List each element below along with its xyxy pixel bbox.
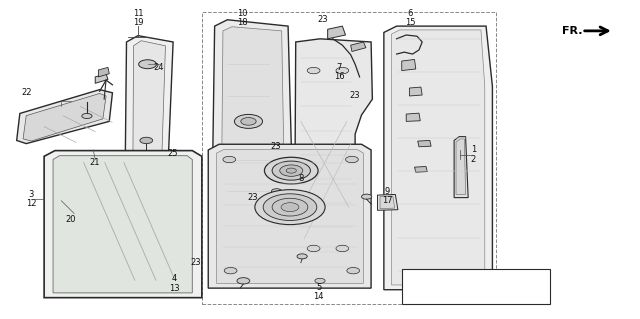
Text: 15: 15 bbox=[404, 19, 415, 27]
Polygon shape bbox=[294, 39, 372, 268]
Polygon shape bbox=[133, 41, 166, 163]
Text: 24: 24 bbox=[154, 63, 164, 72]
Circle shape bbox=[336, 245, 349, 252]
Text: 22: 22 bbox=[21, 88, 31, 97]
Text: 23: 23 bbox=[190, 258, 201, 267]
Polygon shape bbox=[125, 36, 173, 166]
Circle shape bbox=[281, 203, 299, 211]
Bar bbox=[202, 12, 495, 304]
Circle shape bbox=[307, 67, 320, 74]
Text: 7: 7 bbox=[337, 63, 342, 72]
Circle shape bbox=[280, 165, 303, 176]
Text: 13: 13 bbox=[169, 284, 180, 293]
Polygon shape bbox=[410, 87, 422, 96]
Polygon shape bbox=[17, 90, 113, 144]
Text: 5: 5 bbox=[316, 283, 321, 292]
Polygon shape bbox=[44, 151, 202, 298]
Text: 14: 14 bbox=[314, 292, 324, 301]
Bar bbox=[402, 269, 550, 304]
Circle shape bbox=[307, 245, 320, 252]
Text: 25: 25 bbox=[168, 149, 179, 158]
Circle shape bbox=[82, 114, 92, 119]
Text: 17: 17 bbox=[381, 196, 392, 205]
Text: 23: 23 bbox=[248, 193, 259, 202]
Text: FR.: FR. bbox=[562, 26, 582, 36]
Text: 11: 11 bbox=[132, 9, 143, 18]
Text: 12: 12 bbox=[26, 199, 36, 208]
Polygon shape bbox=[378, 195, 398, 210]
Polygon shape bbox=[402, 59, 416, 70]
Polygon shape bbox=[351, 42, 366, 51]
Polygon shape bbox=[406, 113, 420, 122]
Circle shape bbox=[263, 194, 317, 220]
Circle shape bbox=[139, 60, 157, 69]
Text: 2: 2 bbox=[470, 155, 476, 164]
Circle shape bbox=[346, 156, 358, 163]
Polygon shape bbox=[394, 45, 404, 51]
Text: 23: 23 bbox=[350, 92, 360, 100]
Polygon shape bbox=[454, 137, 468, 197]
Circle shape bbox=[223, 156, 236, 163]
Text: 9: 9 bbox=[385, 187, 390, 196]
Polygon shape bbox=[384, 26, 492, 290]
Text: 20: 20 bbox=[66, 215, 76, 224]
Text: 18: 18 bbox=[237, 19, 248, 27]
Circle shape bbox=[234, 115, 262, 128]
Polygon shape bbox=[99, 67, 109, 77]
Circle shape bbox=[347, 268, 360, 274]
Text: 3: 3 bbox=[29, 190, 34, 199]
Polygon shape bbox=[418, 140, 431, 147]
Text: 4: 4 bbox=[172, 274, 177, 283]
Text: 23: 23 bbox=[318, 15, 328, 24]
Polygon shape bbox=[328, 26, 346, 39]
Polygon shape bbox=[53, 156, 192, 293]
Circle shape bbox=[264, 157, 318, 184]
Circle shape bbox=[255, 190, 325, 225]
Circle shape bbox=[362, 194, 372, 199]
Text: 1: 1 bbox=[470, 145, 476, 154]
Polygon shape bbox=[393, 32, 403, 39]
Text: 19: 19 bbox=[132, 19, 143, 27]
Polygon shape bbox=[392, 30, 484, 285]
Text: 10: 10 bbox=[237, 9, 247, 18]
Text: 16: 16 bbox=[334, 72, 344, 81]
Circle shape bbox=[272, 198, 308, 216]
Circle shape bbox=[297, 254, 307, 259]
Polygon shape bbox=[221, 27, 284, 242]
Polygon shape bbox=[23, 93, 106, 141]
Polygon shape bbox=[208, 144, 371, 288]
Circle shape bbox=[224, 268, 237, 274]
Circle shape bbox=[286, 168, 296, 173]
Polygon shape bbox=[415, 167, 428, 172]
Text: 6: 6 bbox=[407, 9, 413, 18]
Circle shape bbox=[241, 118, 256, 125]
Polygon shape bbox=[211, 20, 291, 249]
Circle shape bbox=[272, 161, 310, 180]
Circle shape bbox=[315, 278, 325, 283]
Circle shape bbox=[237, 278, 250, 284]
Circle shape bbox=[336, 67, 349, 74]
Circle shape bbox=[140, 137, 153, 144]
Text: SZA4B4301: SZA4B4301 bbox=[450, 282, 503, 291]
Circle shape bbox=[271, 189, 282, 194]
Text: 23: 23 bbox=[270, 142, 280, 151]
Polygon shape bbox=[456, 139, 466, 195]
Text: 21: 21 bbox=[90, 158, 100, 167]
Polygon shape bbox=[216, 149, 364, 283]
Polygon shape bbox=[380, 196, 395, 209]
Text: 8: 8 bbox=[298, 174, 303, 183]
Polygon shape bbox=[95, 74, 108, 83]
